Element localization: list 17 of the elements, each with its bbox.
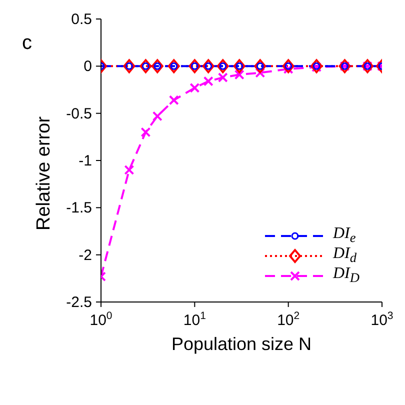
y-tick-label: -1.5	[66, 200, 92, 217]
legend-label: DI$_{D}$	[333, 265, 360, 287]
legend-label: DI$_{e}$	[333, 225, 356, 247]
y-tick-label: 0.5	[71, 11, 92, 28]
y-axis-title: Relative error	[34, 116, 55, 230]
x-tick-label: 10$^{3}$	[370, 310, 394, 329]
text: c	[22, 32, 32, 55]
y-tick-label: -1	[78, 152, 92, 170]
y-tick-label: 0	[84, 58, 92, 76]
x-axis-title: Population size N	[171, 334, 312, 354]
x-tick-label: 10$^{2}$	[277, 310, 300, 329]
legend-label: DI$_{d}$	[333, 245, 357, 267]
x-tick-label: 10$^{0}$	[90, 310, 112, 329]
y-tick-label: -2.5	[66, 294, 92, 311]
y-tick-label: -0.5	[66, 105, 92, 122]
y-tick-label: -2	[78, 246, 92, 264]
x-tick-label: 10$^{1}$	[183, 310, 206, 329]
